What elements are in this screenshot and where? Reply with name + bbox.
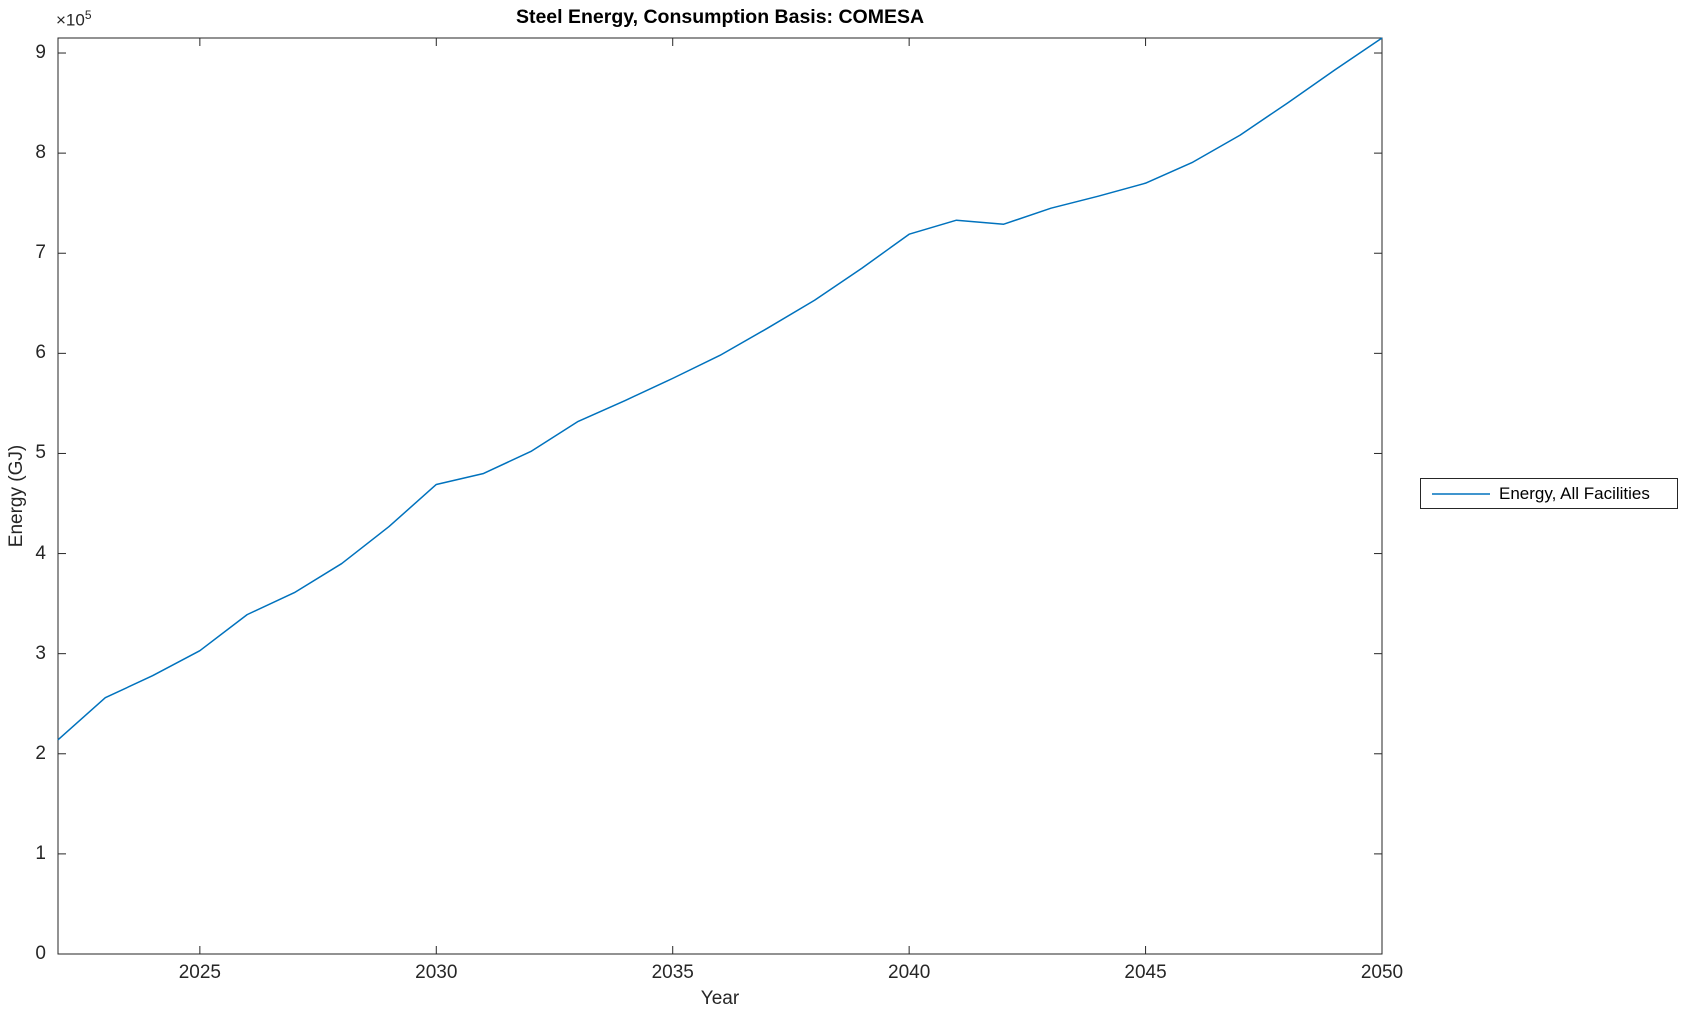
x-tick-label: 2035 (651, 962, 694, 983)
y-axis-multiplier-base: ×10 (56, 10, 85, 30)
y-axis-label: Energy (GJ) (6, 444, 27, 548)
energy-series-line[interactable] (57, 37, 1383, 741)
y-tick-label: 5 (35, 442, 46, 464)
x-tick-label: 2045 (1124, 962, 1167, 983)
y-tick-label: 8 (35, 142, 46, 164)
legend[interactable]: Energy, All Facilities (1420, 478, 1678, 509)
legend-item-label: Energy, All Facilities (1499, 483, 1650, 503)
y-tick-label: 9 (35, 42, 46, 64)
chart-title: Steel Energy, Consumption Basis: COMESA (515, 6, 925, 28)
x-axis-label: Year (700, 988, 740, 1009)
y-tick-label: 7 (35, 242, 46, 264)
x-tick-label: 2030 (415, 962, 458, 983)
legend-line-sample-icon (1432, 492, 1490, 495)
x-tick-label: 2050 (1360, 962, 1404, 983)
y-tick-label: 0 (35, 943, 46, 964)
y-axis-multiplier-exponent: 5 (84, 8, 92, 22)
axes-box (57, 37, 1383, 955)
y-tick-label: 3 (35, 642, 46, 664)
x-tick-label: 2025 (178, 962, 221, 983)
y-tick-label: 4 (35, 542, 46, 564)
y-tick-label: 2 (35, 742, 46, 764)
y-tick-label: 1 (35, 842, 46, 864)
x-tick-label: 2040 (888, 962, 931, 983)
y-axis-multiplier: ×105 (56, 8, 92, 31)
y-tick-label: 6 (35, 342, 46, 364)
